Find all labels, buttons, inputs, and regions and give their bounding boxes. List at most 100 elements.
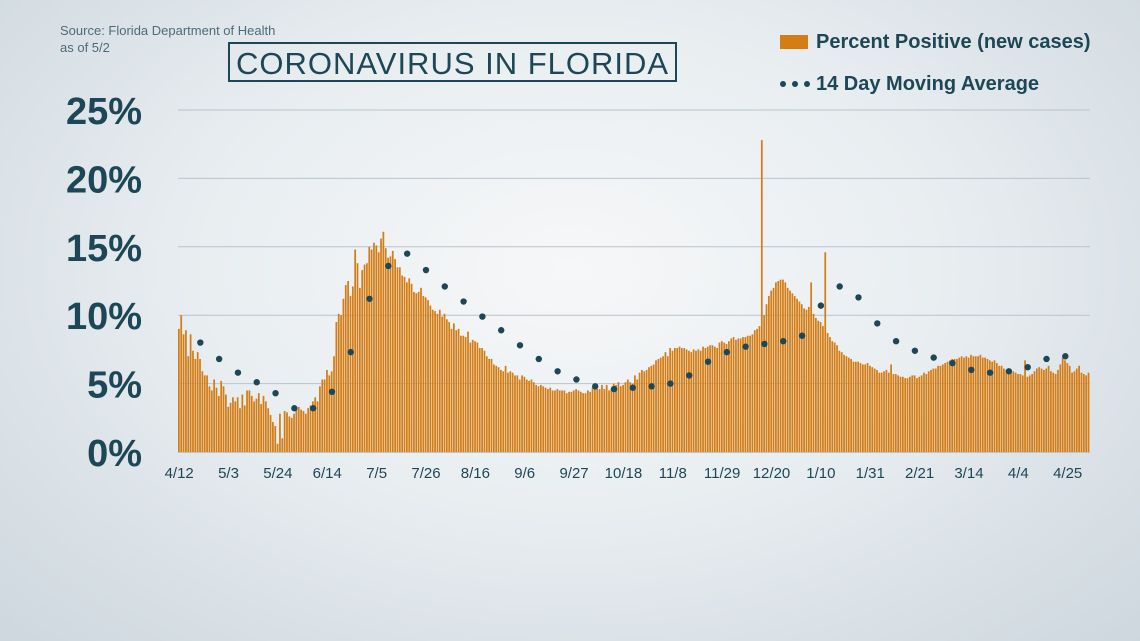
bar [730, 338, 733, 452]
bar [201, 371, 204, 452]
bar [894, 374, 897, 452]
bar [1028, 375, 1031, 452]
bar [643, 371, 646, 452]
moving-average-dot [968, 366, 975, 374]
bar [255, 398, 258, 452]
bar [681, 348, 683, 452]
bar [716, 348, 719, 452]
bar [246, 390, 248, 452]
bar [225, 394, 227, 452]
bar [941, 364, 944, 452]
bar [1038, 367, 1041, 452]
bar [509, 371, 512, 452]
bar [913, 375, 916, 452]
bar [314, 397, 317, 452]
bar [210, 390, 213, 452]
legend-bar-swatch [780, 35, 808, 49]
bar [403, 276, 406, 452]
moving-average-dot [686, 372, 693, 379]
bar [203, 375, 206, 452]
x-tick-label: 1/31 [856, 465, 885, 482]
bar [887, 372, 890, 452]
moving-average-dot [347, 348, 354, 356]
bar [852, 361, 855, 452]
bar [377, 252, 380, 452]
legend-dots-swatch [780, 81, 810, 87]
bar [408, 278, 411, 452]
moving-average-dot [1043, 355, 1050, 363]
bar [401, 275, 404, 452]
bar [438, 309, 441, 452]
bar [612, 383, 615, 452]
x-tick-label: 7/26 [411, 465, 440, 482]
bar [514, 375, 516, 452]
bar [431, 309, 434, 452]
bar [960, 356, 963, 452]
bar [464, 337, 467, 452]
bar [453, 323, 455, 452]
bar [631, 383, 634, 452]
bar [445, 319, 448, 452]
bar [239, 408, 241, 452]
bar [208, 386, 211, 452]
bar [417, 291, 420, 452]
bar [568, 391, 570, 452]
bar [547, 389, 549, 452]
bar [819, 322, 822, 452]
bar [337, 313, 340, 452]
bar [977, 356, 979, 452]
bar [389, 256, 392, 452]
bar [269, 415, 272, 452]
bar [1068, 365, 1071, 452]
bar [1075, 368, 1078, 452]
bar [767, 296, 770, 452]
moving-average-dot [986, 369, 994, 376]
bar [591, 387, 594, 452]
bar [704, 348, 707, 452]
bar [307, 408, 310, 452]
moving-average-dot [911, 347, 919, 354]
bar [758, 326, 761, 452]
bar [311, 401, 314, 452]
bar [542, 386, 545, 452]
bar [521, 375, 523, 452]
bar [981, 357, 984, 452]
bar [864, 364, 867, 452]
bar [608, 390, 610, 452]
bar [297, 406, 300, 452]
bar [634, 375, 636, 452]
bar [481, 348, 483, 452]
y-tick-label: 0% [87, 433, 142, 475]
bar [1021, 375, 1024, 452]
moving-average-dot [704, 358, 712, 365]
bar [185, 330, 187, 452]
bar [925, 374, 928, 452]
bar [718, 342, 721, 452]
bar [911, 375, 914, 452]
bar [248, 390, 251, 452]
bar [319, 386, 321, 452]
bar [358, 287, 361, 452]
bar [511, 372, 514, 452]
bar [366, 263, 368, 452]
bar [972, 356, 975, 452]
bar [723, 342, 726, 452]
bar [725, 343, 728, 452]
moving-average-dot [366, 295, 373, 302]
bar [215, 387, 218, 452]
bar [824, 252, 827, 452]
bar [956, 358, 958, 452]
bar [885, 369, 888, 452]
bar [1040, 368, 1043, 452]
bar [394, 259, 396, 452]
bar [854, 361, 857, 452]
bar [518, 379, 521, 452]
bar [316, 401, 319, 452]
bar [321, 379, 324, 452]
bar [986, 358, 989, 452]
y-tick-label: 15% [66, 228, 142, 270]
bar [227, 406, 230, 452]
bar [528, 380, 530, 452]
bar [720, 341, 723, 452]
